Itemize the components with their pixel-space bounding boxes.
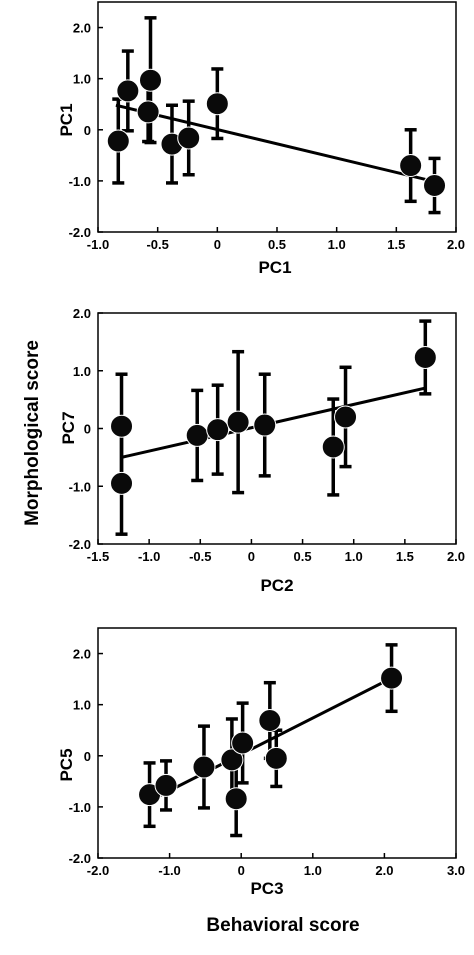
data-point [136,100,160,124]
chart-2-marks: -1.5 -1.0 -0.5 0 0.5 1.0 1.5 2.0 -2.0 -1.0 0 1.0 2.0 [69,306,465,564]
y-tick-label: 2.0 [73,306,91,321]
chart-panel-3: -2.0 -1.0 0 1.0 2.0 3.0 -2.0 -1.0 0 1.0 2.0 PC3 PC… [57,627,465,898]
x-tick-label: 1.0 [328,237,346,252]
x-tick-label: -1.5 [87,549,109,564]
data-point [220,748,244,772]
x-tick-label: 2.0 [447,237,465,252]
chart-3-y-label: PC5 [57,748,76,781]
x-tick-label: 1.5 [396,549,414,564]
y-tick-label: 0 [84,123,91,138]
y-tick-label: 2.0 [73,21,91,36]
figure-x-label: Behavioral score [206,915,359,936]
data-point [321,435,345,459]
y-tick-label: -1.0 [69,800,91,815]
x-tick-label: 0 [238,863,245,878]
data-point [154,773,178,797]
data-point [423,173,447,197]
data-point [380,666,404,690]
y-tick-label: 0 [84,749,91,764]
data-point [226,410,250,434]
data-point [399,154,423,178]
y-tick-label: 1.0 [73,364,91,379]
data-point [253,413,277,437]
x-tick-label: -0.5 [146,237,168,252]
y-tick-label: 1.0 [73,698,91,713]
x-tick-label: 0.5 [268,237,286,252]
data-point [185,423,209,447]
chart-3-x-label: PC3 [250,879,283,898]
y-tick-label: -1.0 [69,479,91,494]
x-tick-label: 0 [248,549,255,564]
x-tick-label: 0.5 [294,549,312,564]
chart-1-y-label: PC1 [57,103,76,136]
y-tick-label: 1.0 [73,72,91,87]
x-tick-label: -0.5 [189,549,211,564]
chart-2-y-label: PC7 [59,411,78,444]
chart-1-x-label: PC1 [258,258,291,277]
figure-y-label: Morphological score [22,340,43,526]
data-point [205,92,229,116]
regression-line [115,103,439,184]
data-point [110,471,134,495]
x-tick-label: 1.0 [345,549,363,564]
x-tick-label: -2.0 [87,863,109,878]
plot-frame [97,627,457,859]
chart-3-marks: -2.0 -1.0 0 1.0 2.0 3.0 -2.0 -1.0 0 1.0 2.0 [69,627,465,878]
y-tick-label: -1.0 [69,174,91,189]
data-point [264,746,288,770]
x-tick-label: 2.0 [375,863,393,878]
y-tick-label: -2.0 [69,225,91,240]
data-point [116,79,140,103]
plot-frame [97,312,457,545]
y-tick-label: 0 [84,422,91,437]
y-tick-label: 2.0 [73,647,91,662]
chart-1-marks: -1.0 -0.5 0 0.5 1.0 1.5 2.0-2.0-1.001.02.0 [69,1,465,252]
data-point [206,418,230,442]
data-point [224,787,248,811]
data-point [139,68,163,92]
chart-panel-2: -1.5 -1.0 -0.5 0 0.5 1.0 1.5 2.0 -2.0 -1.0 0 1.0 2.0… [59,306,465,595]
x-tick-label: 3.0 [447,863,465,878]
x-tick-label: 2.0 [447,549,465,564]
x-tick-label: -1.0 [87,237,109,252]
x-tick-label: -1.0 [158,863,180,878]
data-point [177,126,201,150]
x-tick-label: 0 [214,237,221,252]
data-point [231,731,255,755]
data-point [413,345,437,369]
x-tick-label: 1.5 [387,237,405,252]
chart-panel-1: -1.0 -0.5 0 0.5 1.0 1.5 2.0-2.0-1.001.02.0 PC1… [57,1,465,277]
data-point [110,414,134,438]
chart-2-x-label: PC2 [260,576,293,595]
data-point [258,709,282,733]
data-point [192,755,216,779]
data-point [106,129,130,153]
y-tick-label: -2.0 [69,851,91,866]
data-point [334,405,358,429]
x-tick-label: 1.0 [304,863,322,878]
x-tick-label: -1.0 [138,549,160,564]
y-tick-label: -2.0 [69,537,91,552]
